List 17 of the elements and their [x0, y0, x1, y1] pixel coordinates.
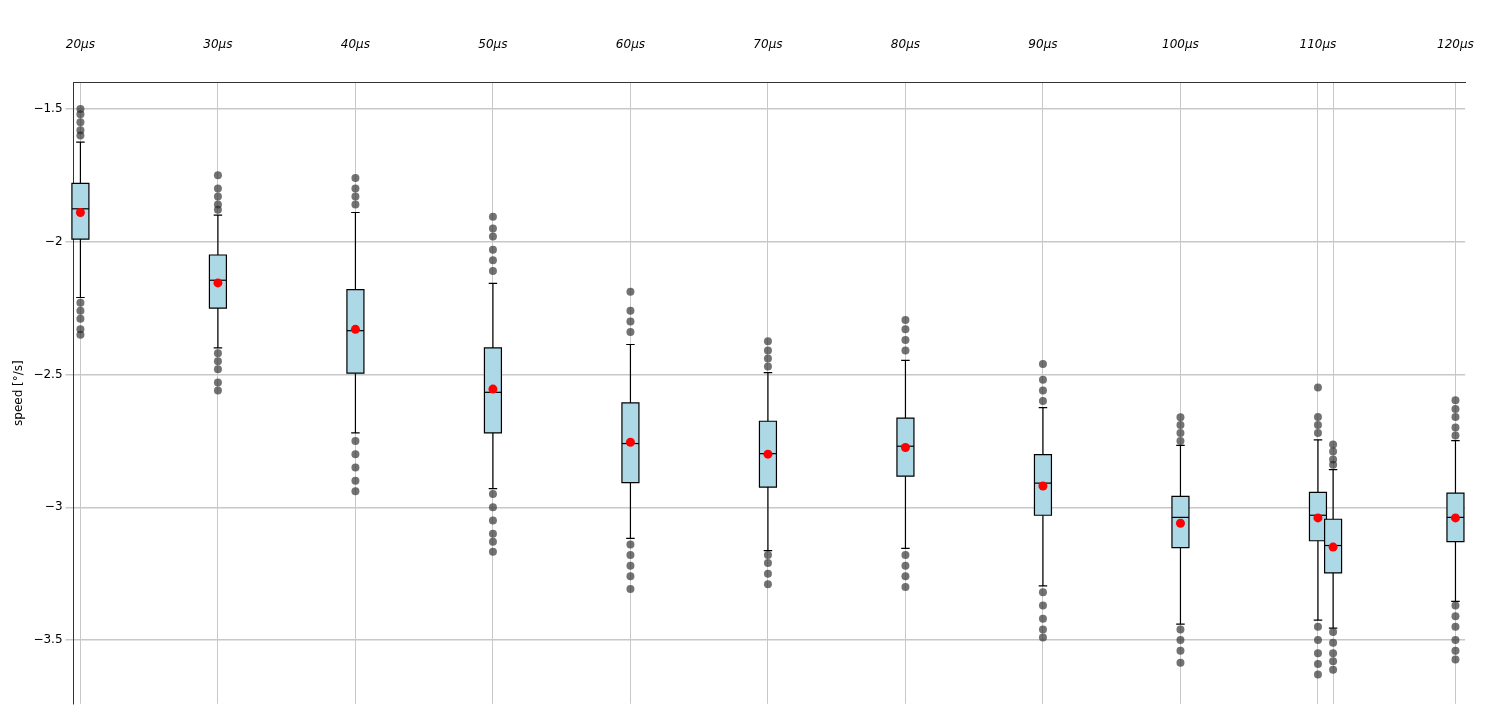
y-tick-label: −2	[44, 233, 63, 248]
y-tick-label: −3.5	[33, 632, 63, 647]
y-tick-label: −3	[44, 499, 63, 514]
x-tick-label: 50μs	[478, 37, 508, 52]
x-tick-label: 30μs	[203, 37, 233, 52]
x-tick-label: 70μs	[753, 37, 783, 52]
x-tick-label: 40μs	[340, 37, 370, 52]
y-tick-label: −2.5	[33, 366, 63, 381]
x-tick-label: 110μs	[1299, 37, 1337, 52]
x-tick-label: 60μs	[615, 37, 646, 52]
x-tick-label: 20μs	[65, 37, 95, 52]
x-tick-label: 90μs	[1028, 37, 1058, 52]
y-axis-title: speed [°/s]	[11, 360, 26, 426]
x-tick-label: 80μs	[890, 37, 921, 52]
x-tick-label: 120μs	[1437, 37, 1474, 52]
x-tick-label: 100μs	[1162, 37, 1199, 52]
y-tick-label: −1.5	[33, 101, 63, 116]
